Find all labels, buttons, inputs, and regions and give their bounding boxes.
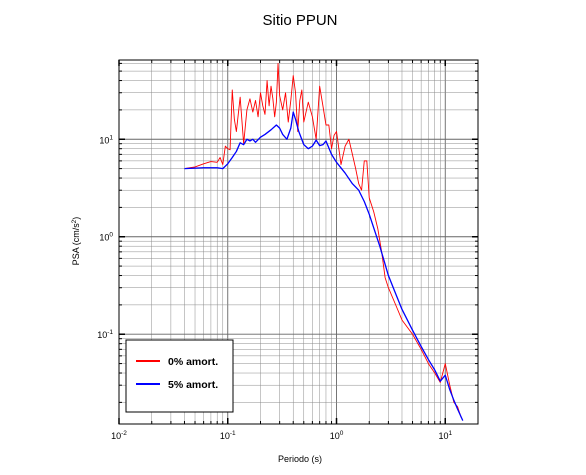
series-layer bbox=[184, 62, 464, 421]
chart-title: Sitio PPUN bbox=[262, 12, 337, 29]
legend-box bbox=[125, 339, 234, 413]
y-axis-label: PSA (cm/s2) bbox=[71, 217, 81, 266]
y-tick-labels: 10-1 100 101 bbox=[97, 134, 113, 340]
legend: 0% amort. 5% amort. bbox=[125, 339, 234, 413]
grid-lines bbox=[118, 60, 479, 424]
legend-label-0pct: 0% amort. bbox=[168, 356, 218, 368]
series-line-0pct bbox=[184, 62, 462, 418]
x-tick-labels: 10-2 10-1 100 101 bbox=[111, 430, 452, 441]
y-tick-label: 100 bbox=[99, 232, 113, 243]
x-tick-label: 10-2 bbox=[111, 430, 127, 441]
legend-label-5pct: 5% amort. bbox=[168, 379, 218, 391]
y-tick-label: 101 bbox=[99, 134, 113, 145]
x-axis-label: Periodo (s) bbox=[278, 454, 322, 464]
x-tick-label: 10-1 bbox=[220, 430, 236, 441]
plot-frame bbox=[118, 59, 479, 425]
series-line-5pct bbox=[184, 111, 464, 421]
y-tick-label: 10-1 bbox=[97, 329, 113, 340]
x-tick-label: 100 bbox=[330, 430, 344, 441]
x-tick-label: 101 bbox=[438, 430, 452, 441]
